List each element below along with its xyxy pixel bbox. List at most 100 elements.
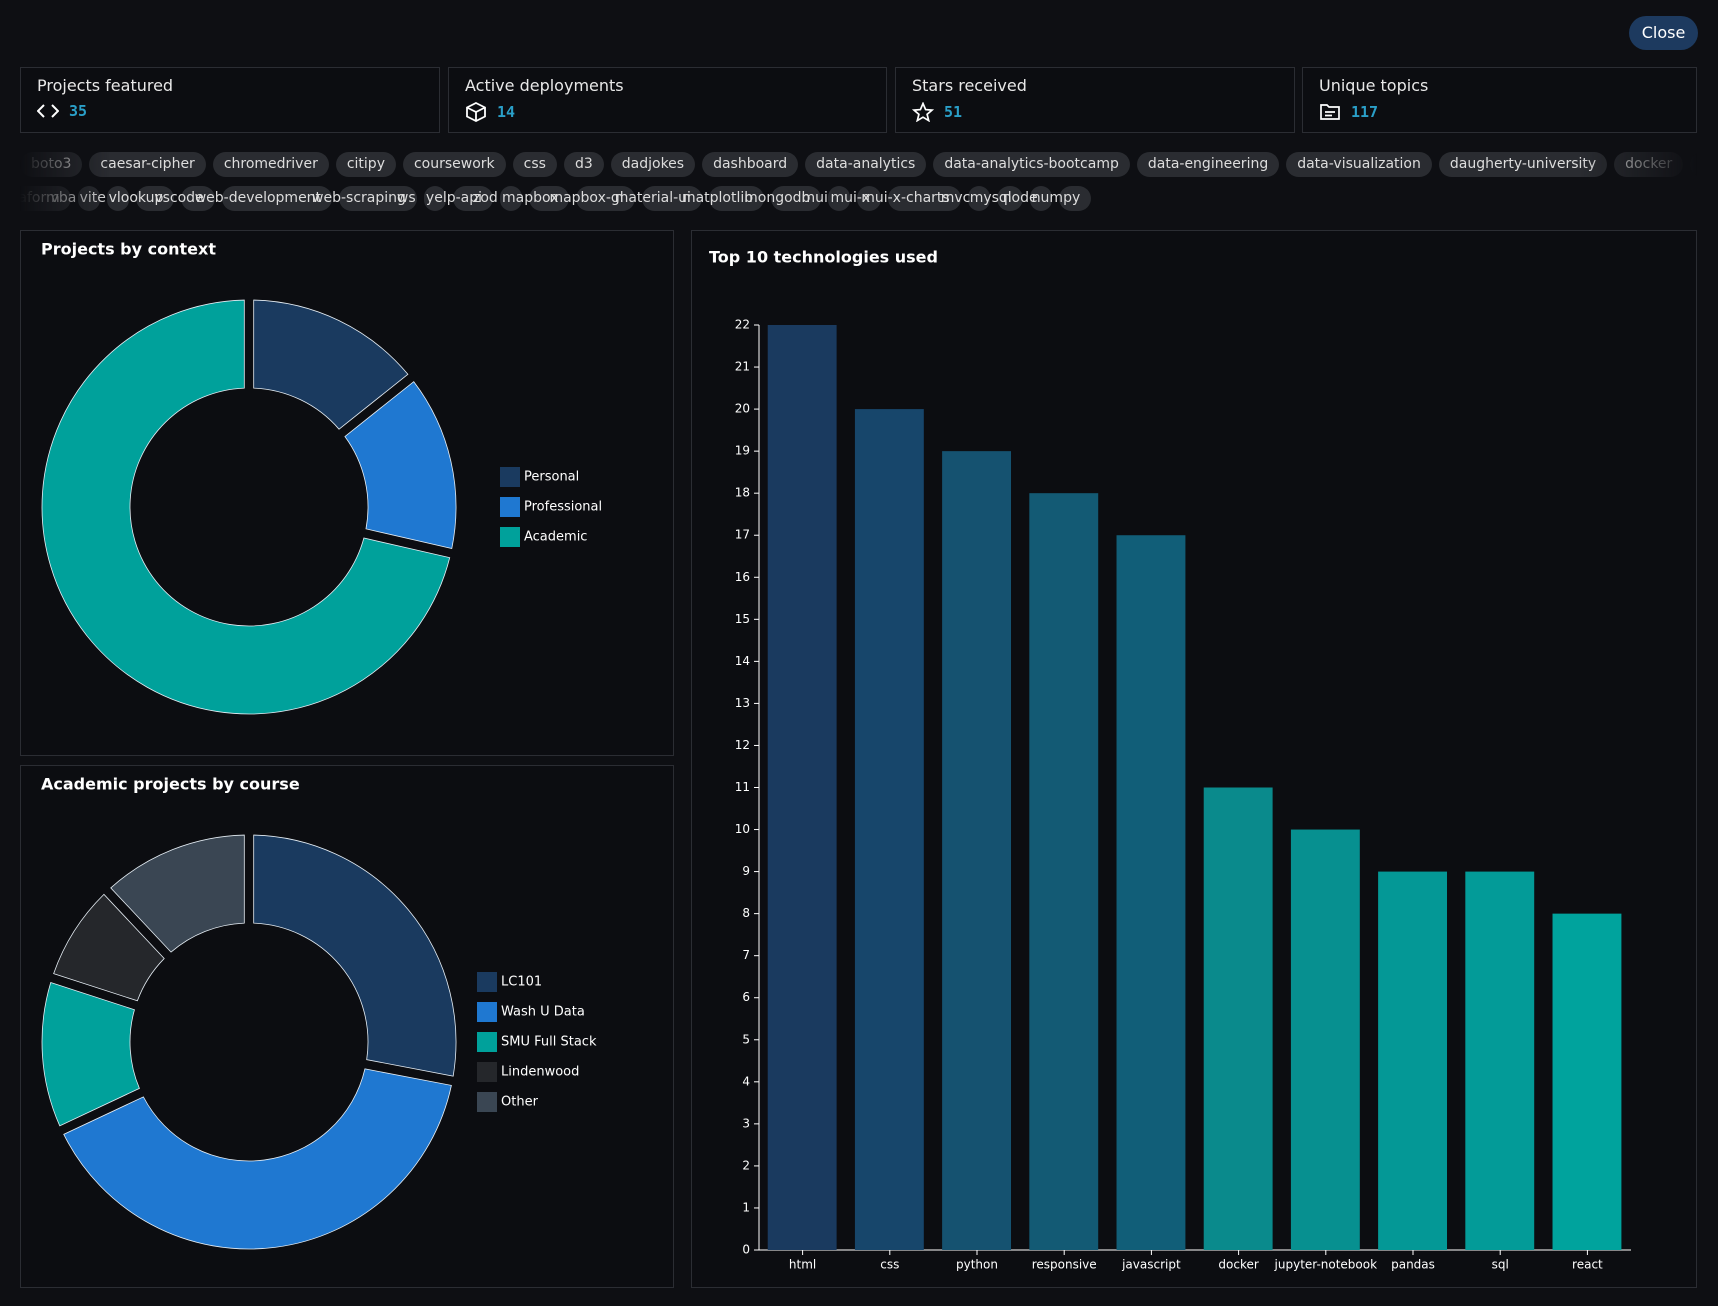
chart-title: Academic projects by course	[41, 775, 300, 794]
legend-label: Professional	[524, 500, 602, 515]
topic-tag[interactable]: web-development	[195, 186, 333, 211]
x-tick-label: jupyter-notebook	[1274, 1258, 1378, 1272]
y-tick-label: 14	[735, 654, 750, 668]
bar	[1552, 913, 1622, 1250]
topic-tag[interactable]: citipy	[335, 152, 396, 177]
stat-value: 117	[1351, 103, 1379, 121]
bar	[1029, 493, 1099, 1250]
topic-tag[interactable]: terraform	[20, 186, 71, 211]
topic-tag[interactable]: mapbox	[502, 186, 570, 211]
topic-tag[interactable]: yelp-api	[426, 186, 494, 211]
topic-tag[interactable]: data-analytics	[805, 152, 927, 177]
bar	[767, 325, 837, 1250]
topic-tag[interactable]: vlookup	[109, 186, 175, 211]
topic-tag[interactable]: numpy	[1032, 186, 1092, 211]
topic-tag[interactable]: web-scraping	[312, 186, 417, 211]
bar	[942, 451, 1012, 1250]
bar	[1203, 787, 1273, 1250]
chart: Projects by context Personal Professional A…	[41, 240, 602, 715]
y-tick-label: 13	[735, 696, 750, 710]
topic-tag[interactable]: boto3	[20, 152, 83, 177]
topic-tag[interactable]: vscode	[154, 186, 215, 211]
stat-label: Unique topics	[1319, 76, 1429, 95]
topic-tag[interactable]: dashboard	[702, 152, 799, 177]
close-button[interactable]: Close	[1629, 16, 1698, 50]
legend-label: Lindenwood	[501, 1065, 579, 1080]
stat-card: Stars received 51	[895, 67, 1295, 133]
y-tick-label: 10	[735, 822, 750, 836]
x-tick-label: python	[956, 1258, 998, 1272]
legend-swatch	[477, 1032, 497, 1052]
stat-value: 35	[69, 102, 88, 120]
stat-label: Active deployments	[465, 76, 624, 95]
topic-tag[interactable]: docker	[1614, 152, 1684, 177]
y-tick-label: 17	[735, 528, 750, 542]
x-tick-label: sql	[1492, 1258, 1509, 1272]
pie-slice	[253, 834, 457, 1077]
y-tick-label: 19	[735, 444, 750, 458]
topic-tag[interactable]: eslint	[1690, 152, 1697, 177]
stat-label: Stars received	[912, 76, 1027, 95]
folder-icon	[1320, 104, 1340, 120]
topic-tag[interactable]: data-visualization	[1286, 152, 1432, 177]
topic-tag[interactable]: vite	[80, 186, 129, 211]
y-tick-label: 8	[742, 906, 750, 920]
legend-swatch	[500, 497, 520, 517]
topic-tag[interactable]: zod	[473, 186, 523, 211]
legend-label: Personal	[524, 470, 579, 485]
stat-value: 51	[944, 103, 963, 121]
x-tick-label: docker	[1218, 1258, 1258, 1272]
legend-label: SMU Full Stack	[501, 1035, 597, 1050]
topic-tag[interactable]: mui	[801, 186, 851, 211]
y-tick-label: 1	[742, 1200, 750, 1214]
stat-card: Active deployments 14	[448, 67, 887, 133]
topic-tag[interactable]: dadjokes	[610, 152, 696, 177]
y-tick-label: 11	[735, 780, 750, 794]
topic-tag[interactable]: mapbox-gl	[549, 186, 635, 211]
y-tick-label: 5	[742, 1032, 750, 1046]
topic-tag[interactable]: material-ui	[615, 186, 702, 211]
box-icon	[466, 102, 486, 122]
topic-tag[interactable]: coursework	[402, 152, 506, 177]
topic-tag[interactable]: node	[1003, 186, 1052, 211]
y-tick-label: 21	[735, 360, 750, 374]
topic-tag[interactable]: matplotlib	[682, 186, 765, 211]
topic-tag[interactable]: caesar-cipher	[89, 152, 206, 177]
topic-tag[interactable]: ws	[397, 186, 446, 211]
topic-tag[interactable]: chromedriver	[212, 152, 329, 177]
topic-tag[interactable]: vba	[51, 186, 100, 211]
chart-panel: Top 10 technologies used 0 1 2 3 4 5 6 7 8 9 10 11 12…	[691, 230, 1697, 1288]
topic-tag[interactable]: mongodb	[744, 186, 822, 211]
chart-panel: Projects by context Personal Professional A…	[20, 230, 674, 756]
tag-row: terraformvbavitevlookupvscodeweb-develop…	[20, 186, 1697, 212]
chart-title: Top 10 technologies used	[709, 248, 938, 267]
x-tick-label: react	[1572, 1258, 1603, 1272]
pie-slice	[344, 381, 457, 549]
legend-swatch	[500, 527, 520, 547]
y-tick-label: 0	[742, 1243, 750, 1257]
star-icon	[912, 102, 934, 122]
y-tick-label: 12	[735, 738, 750, 752]
legend-label: Academic	[524, 530, 587, 545]
y-tick-label: 18	[735, 486, 750, 500]
pie-slice	[41, 982, 140, 1127]
stat-value: 14	[497, 103, 516, 121]
topic-tag[interactable]: css	[512, 152, 557, 177]
topic-tag[interactable]: mui-x-charts	[861, 186, 961, 211]
legend-label: Wash U Data	[501, 1005, 585, 1020]
y-tick-label: 20	[735, 402, 750, 416]
topic-tag[interactable]: d3	[563, 152, 604, 177]
pie-slice	[41, 299, 451, 715]
x-tick-label: javascript	[1121, 1258, 1181, 1272]
topic-tag[interactable]: mui-x	[830, 186, 882, 211]
bar	[854, 409, 924, 1250]
x-tick-label: pandas	[1391, 1258, 1435, 1272]
topic-tag[interactable]: daugherty-university	[1438, 152, 1608, 177]
bar	[1378, 871, 1448, 1250]
topic-tag[interactable]: mysql	[970, 186, 1023, 211]
x-tick-label: responsive	[1032, 1258, 1097, 1272]
topic-tag[interactable]: data-engineering	[1136, 152, 1280, 177]
topic-tag[interactable]: mvc	[941, 186, 990, 211]
topic-tag[interactable]: data-analytics-bootcamp	[933, 152, 1130, 177]
